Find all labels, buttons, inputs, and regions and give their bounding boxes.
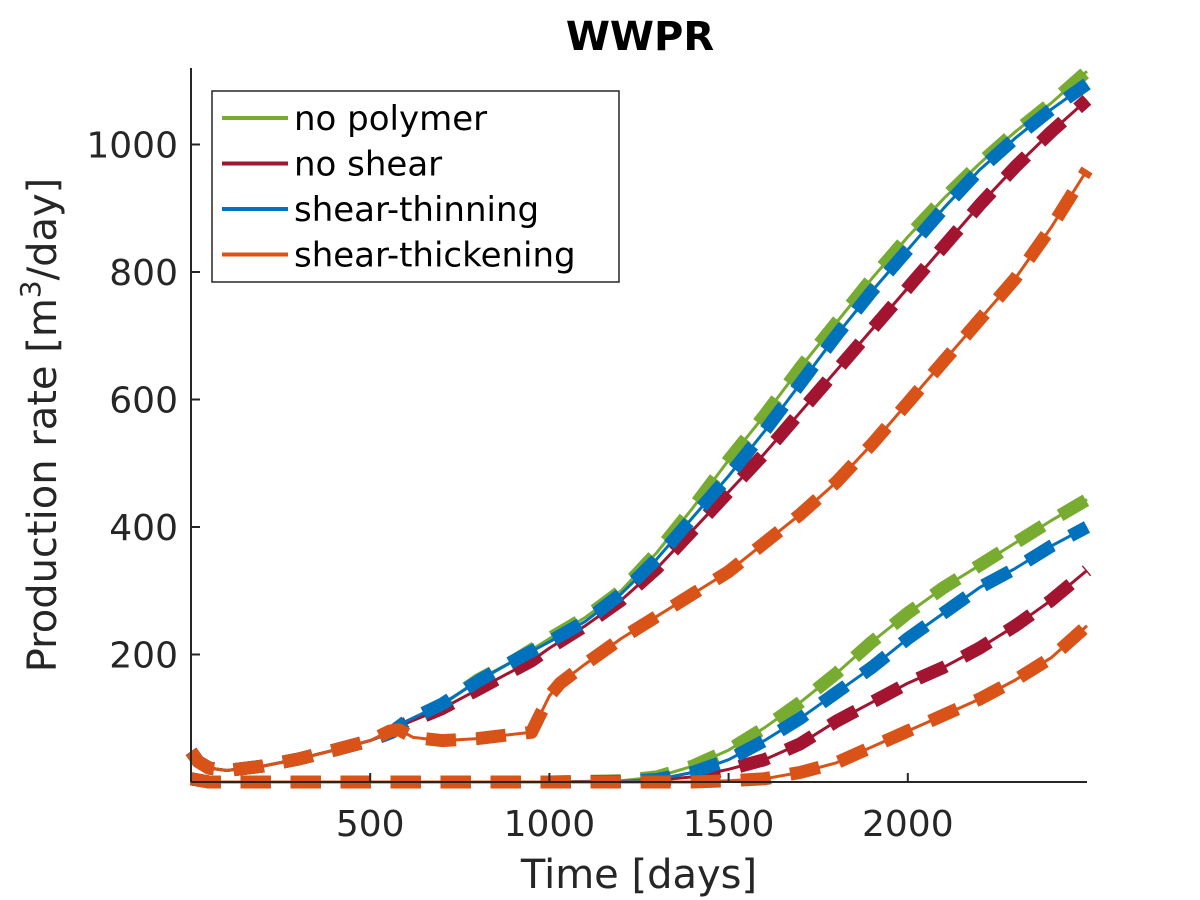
axes bbox=[190, 68, 1087, 783]
y-tick-label: 800 bbox=[109, 253, 178, 294]
x-axis-label: Time [days] bbox=[520, 852, 757, 898]
x-ticks: 500 1000 1500 2000 bbox=[336, 773, 954, 845]
legend-label: no shear bbox=[294, 145, 442, 185]
legend-label: no polymer bbox=[294, 99, 487, 139]
legend-label: shear-thickening bbox=[294, 236, 576, 276]
legend-label: shear-thinning bbox=[294, 190, 539, 230]
y-axis-label-superscript: 3 bbox=[14, 280, 47, 298]
legend-box bbox=[211, 90, 620, 283]
x-tick-label: 1500 bbox=[683, 804, 775, 845]
x-tick-label: 500 bbox=[336, 804, 405, 845]
x-tick-label: 2000 bbox=[862, 804, 954, 845]
y-ticks: 200 400 600 800 1000 bbox=[86, 126, 200, 677]
legend: no polymer no shear shear-thinning shear-th… bbox=[211, 90, 620, 283]
x-tick-label: 1000 bbox=[504, 804, 596, 845]
y-tick-label: 400 bbox=[109, 508, 178, 549]
series-solid-line bbox=[189, 169, 1089, 772]
chart-title: WWPR bbox=[566, 14, 714, 60]
y-axis-label-end: /day] bbox=[20, 178, 66, 281]
y-tick-label: 200 bbox=[109, 636, 178, 677]
y-tick-label: 600 bbox=[109, 381, 178, 422]
y-axis-label-main: Production rate [m bbox=[20, 298, 66, 672]
y-tick-label: 1000 bbox=[86, 126, 178, 167]
y-axis-label: Production rate [m3/day] bbox=[14, 178, 66, 673]
